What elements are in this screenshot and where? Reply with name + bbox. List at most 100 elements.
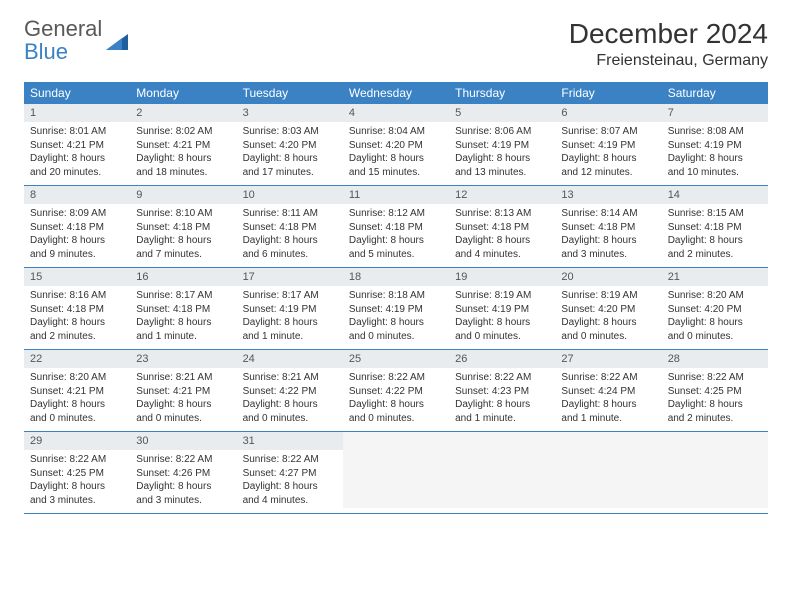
- sunset-text: Sunset: 4:26 PM: [136, 467, 230, 481]
- daylight-text: Daylight: 8 hours and 10 minutes.: [668, 152, 762, 179]
- day-body: Sunrise: 8:19 AMSunset: 4:19 PMDaylight:…: [449, 286, 555, 349]
- sunrise-text: Sunrise: 8:20 AM: [30, 371, 124, 385]
- sunrise-text: Sunrise: 8:22 AM: [243, 453, 337, 467]
- sunrise-text: Sunrise: 8:10 AM: [136, 207, 230, 221]
- day-number: 26: [449, 350, 555, 368]
- sunrise-text: Sunrise: 8:22 AM: [455, 371, 549, 385]
- week-row: 15Sunrise: 8:16 AMSunset: 4:18 PMDayligh…: [24, 268, 768, 350]
- day-body: Sunrise: 8:01 AMSunset: 4:21 PMDaylight:…: [24, 122, 130, 185]
- sunset-text: Sunset: 4:18 PM: [30, 303, 124, 317]
- sunrise-text: Sunrise: 8:20 AM: [668, 289, 762, 303]
- sunrise-text: Sunrise: 8:19 AM: [561, 289, 655, 303]
- day-body: Sunrise: 8:16 AMSunset: 4:18 PMDaylight:…: [24, 286, 130, 349]
- day-number: 13: [555, 186, 661, 204]
- day-cell: 6Sunrise: 8:07 AMSunset: 4:19 PMDaylight…: [555, 104, 661, 186]
- day-number: 9: [130, 186, 236, 204]
- sunrise-text: Sunrise: 8:09 AM: [30, 207, 124, 221]
- day-body: Sunrise: 8:07 AMSunset: 4:19 PMDaylight:…: [555, 122, 661, 185]
- day-cell: 14Sunrise: 8:15 AMSunset: 4:18 PMDayligh…: [662, 186, 768, 268]
- sunrise-text: Sunrise: 8:21 AM: [243, 371, 337, 385]
- sunset-text: Sunset: 4:21 PM: [136, 139, 230, 153]
- day-body-empty: [449, 450, 555, 508]
- sunset-text: Sunset: 4:20 PM: [561, 303, 655, 317]
- sunrise-text: Sunrise: 8:22 AM: [349, 371, 443, 385]
- sunrise-text: Sunrise: 8:22 AM: [668, 371, 762, 385]
- day-body: Sunrise: 8:20 AMSunset: 4:21 PMDaylight:…: [24, 368, 130, 431]
- day-body: Sunrise: 8:02 AMSunset: 4:21 PMDaylight:…: [130, 122, 236, 185]
- day-body: Sunrise: 8:04 AMSunset: 4:20 PMDaylight:…: [343, 122, 449, 185]
- day-cell: [343, 432, 449, 514]
- logo-blue: Blue: [24, 39, 68, 64]
- daylight-text: Daylight: 8 hours and 6 minutes.: [243, 234, 337, 261]
- sunset-text: Sunset: 4:18 PM: [30, 221, 124, 235]
- daylight-text: Daylight: 8 hours and 1 minute.: [136, 316, 230, 343]
- day-number: 16: [130, 268, 236, 286]
- day-body: Sunrise: 8:22 AMSunset: 4:22 PMDaylight:…: [343, 368, 449, 431]
- logo-general: General: [24, 16, 102, 41]
- daylight-text: Daylight: 8 hours and 9 minutes.: [30, 234, 124, 261]
- day-number: 17: [237, 268, 343, 286]
- day-cell: 15Sunrise: 8:16 AMSunset: 4:18 PMDayligh…: [24, 268, 130, 350]
- day-body: Sunrise: 8:22 AMSunset: 4:24 PMDaylight:…: [555, 368, 661, 431]
- day-number: 25: [343, 350, 449, 368]
- day-cell: 21Sunrise: 8:20 AMSunset: 4:20 PMDayligh…: [662, 268, 768, 350]
- day-body: Sunrise: 8:13 AMSunset: 4:18 PMDaylight:…: [449, 204, 555, 267]
- day-number: 27: [555, 350, 661, 368]
- sunrise-text: Sunrise: 8:03 AM: [243, 125, 337, 139]
- sunrise-text: Sunrise: 8:17 AM: [243, 289, 337, 303]
- month-title: December 2024: [569, 18, 768, 50]
- day-cell: 9Sunrise: 8:10 AMSunset: 4:18 PMDaylight…: [130, 186, 236, 268]
- day-cell: 25Sunrise: 8:22 AMSunset: 4:22 PMDayligh…: [343, 350, 449, 432]
- day-number-empty: [662, 432, 768, 450]
- day-number: 6: [555, 104, 661, 122]
- daylight-text: Daylight: 8 hours and 3 minutes.: [30, 480, 124, 507]
- daylight-text: Daylight: 8 hours and 0 minutes.: [30, 398, 124, 425]
- day-cell: 7Sunrise: 8:08 AMSunset: 4:19 PMDaylight…: [662, 104, 768, 186]
- sunrise-text: Sunrise: 8:22 AM: [136, 453, 230, 467]
- daylight-text: Daylight: 8 hours and 0 minutes.: [455, 316, 549, 343]
- day-body-empty: [555, 450, 661, 508]
- day-cell: [449, 432, 555, 514]
- sunset-text: Sunset: 4:19 PM: [561, 139, 655, 153]
- day-cell: 28Sunrise: 8:22 AMSunset: 4:25 PMDayligh…: [662, 350, 768, 432]
- day-body: Sunrise: 8:19 AMSunset: 4:20 PMDaylight:…: [555, 286, 661, 349]
- daylight-text: Daylight: 8 hours and 2 minutes.: [30, 316, 124, 343]
- day-cell: 18Sunrise: 8:18 AMSunset: 4:19 PMDayligh…: [343, 268, 449, 350]
- day-cell: 20Sunrise: 8:19 AMSunset: 4:20 PMDayligh…: [555, 268, 661, 350]
- daylight-text: Daylight: 8 hours and 2 minutes.: [668, 234, 762, 261]
- day-header: Saturday: [662, 82, 768, 104]
- day-body: Sunrise: 8:22 AMSunset: 4:25 PMDaylight:…: [662, 368, 768, 431]
- daylight-text: Daylight: 8 hours and 20 minutes.: [30, 152, 124, 179]
- day-cell: 23Sunrise: 8:21 AMSunset: 4:21 PMDayligh…: [130, 350, 236, 432]
- logo-text: General Blue: [24, 18, 102, 64]
- day-cell: 17Sunrise: 8:17 AMSunset: 4:19 PMDayligh…: [237, 268, 343, 350]
- day-cell: 26Sunrise: 8:22 AMSunset: 4:23 PMDayligh…: [449, 350, 555, 432]
- day-number: 10: [237, 186, 343, 204]
- day-number: 20: [555, 268, 661, 286]
- sunset-text: Sunset: 4:24 PM: [561, 385, 655, 399]
- logo-triangle-icon: [106, 32, 128, 50]
- day-body: Sunrise: 8:10 AMSunset: 4:18 PMDaylight:…: [130, 204, 236, 267]
- week-row: 8Sunrise: 8:09 AMSunset: 4:18 PMDaylight…: [24, 186, 768, 268]
- day-number: 1: [24, 104, 130, 122]
- daylight-text: Daylight: 8 hours and 2 minutes.: [668, 398, 762, 425]
- day-body: Sunrise: 8:17 AMSunset: 4:19 PMDaylight:…: [237, 286, 343, 349]
- day-number: 5: [449, 104, 555, 122]
- sunrise-text: Sunrise: 8:08 AM: [668, 125, 762, 139]
- day-number: 21: [662, 268, 768, 286]
- daylight-text: Daylight: 8 hours and 5 minutes.: [349, 234, 443, 261]
- week-row: 29Sunrise: 8:22 AMSunset: 4:25 PMDayligh…: [24, 432, 768, 514]
- day-cell: 4Sunrise: 8:04 AMSunset: 4:20 PMDaylight…: [343, 104, 449, 186]
- day-body: Sunrise: 8:12 AMSunset: 4:18 PMDaylight:…: [343, 204, 449, 267]
- sunrise-text: Sunrise: 8:01 AM: [30, 125, 124, 139]
- day-number: 30: [130, 432, 236, 450]
- day-cell: 11Sunrise: 8:12 AMSunset: 4:18 PMDayligh…: [343, 186, 449, 268]
- day-body-empty: [662, 450, 768, 508]
- day-cell: 27Sunrise: 8:22 AMSunset: 4:24 PMDayligh…: [555, 350, 661, 432]
- sunrise-text: Sunrise: 8:04 AM: [349, 125, 443, 139]
- calendar-body: 1Sunrise: 8:01 AMSunset: 4:21 PMDaylight…: [24, 104, 768, 514]
- day-cell: 12Sunrise: 8:13 AMSunset: 4:18 PMDayligh…: [449, 186, 555, 268]
- day-cell: 29Sunrise: 8:22 AMSunset: 4:25 PMDayligh…: [24, 432, 130, 514]
- day-header: Sunday: [24, 82, 130, 104]
- sunset-text: Sunset: 4:22 PM: [243, 385, 337, 399]
